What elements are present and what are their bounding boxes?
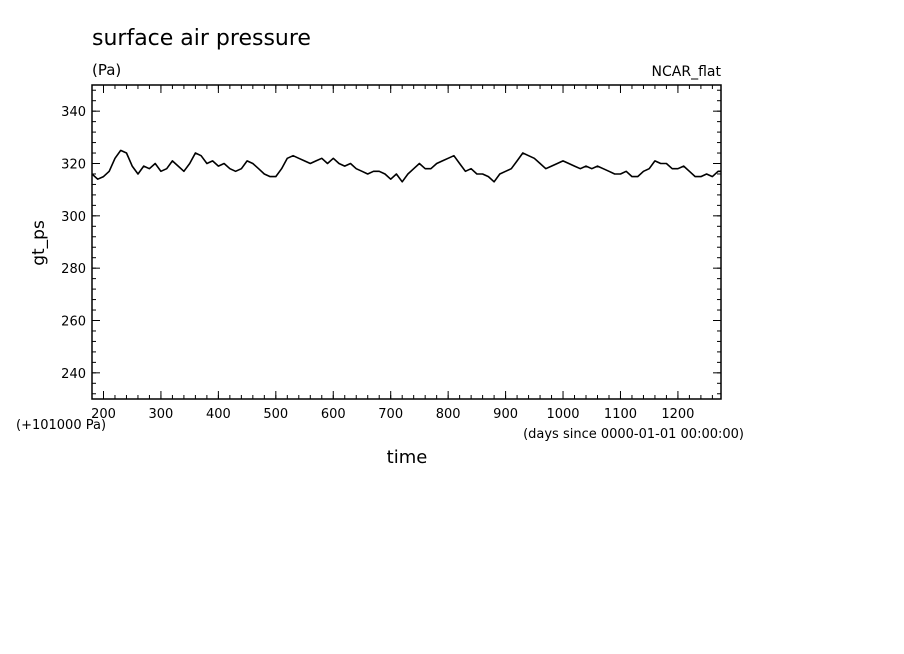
x-tick-label: 1000: [546, 407, 579, 422]
y-tick-label: 340: [61, 105, 86, 120]
chart-tag: NCAR_flat: [652, 64, 722, 80]
chart-units: (Pa): [92, 61, 121, 79]
x-tick-label: 500: [263, 407, 288, 422]
plot-frame: [91, 84, 722, 400]
x-units-label: (days since 0000-01-01 00:00:00): [523, 427, 744, 442]
x-tick-label: 1200: [661, 407, 694, 422]
x-tick-label: 400: [206, 407, 231, 422]
y-tick-label: 280: [61, 262, 86, 277]
tick-labels: 200 300 400 500 600 700 800 900 1000 1100 1200 240 2…: [61, 105, 694, 422]
y-tick-label: 300: [61, 210, 86, 225]
chart-title: surface air pressure: [92, 26, 311, 51]
x-tick-label: 800: [436, 407, 461, 422]
y-tick-label: 320: [61, 158, 86, 173]
y-offset-label: (+101000 Pa): [16, 418, 106, 433]
series-line: [91, 149, 721, 183]
y-tick-label: 240: [61, 367, 86, 382]
x-tick-label: 200: [91, 407, 116, 422]
x-tick-label: 300: [149, 407, 174, 422]
x-axis-label: time: [387, 447, 428, 468]
x-tick-label: 600: [321, 407, 346, 422]
axis-ticks: [91, 85, 721, 399]
x-tick-label: 900: [493, 407, 518, 422]
y-axis-label: gt_ps: [29, 220, 49, 266]
x-tick-label: 1100: [604, 407, 637, 422]
x-tick-label: 700: [378, 407, 403, 422]
y-tick-label: 260: [61, 315, 86, 330]
